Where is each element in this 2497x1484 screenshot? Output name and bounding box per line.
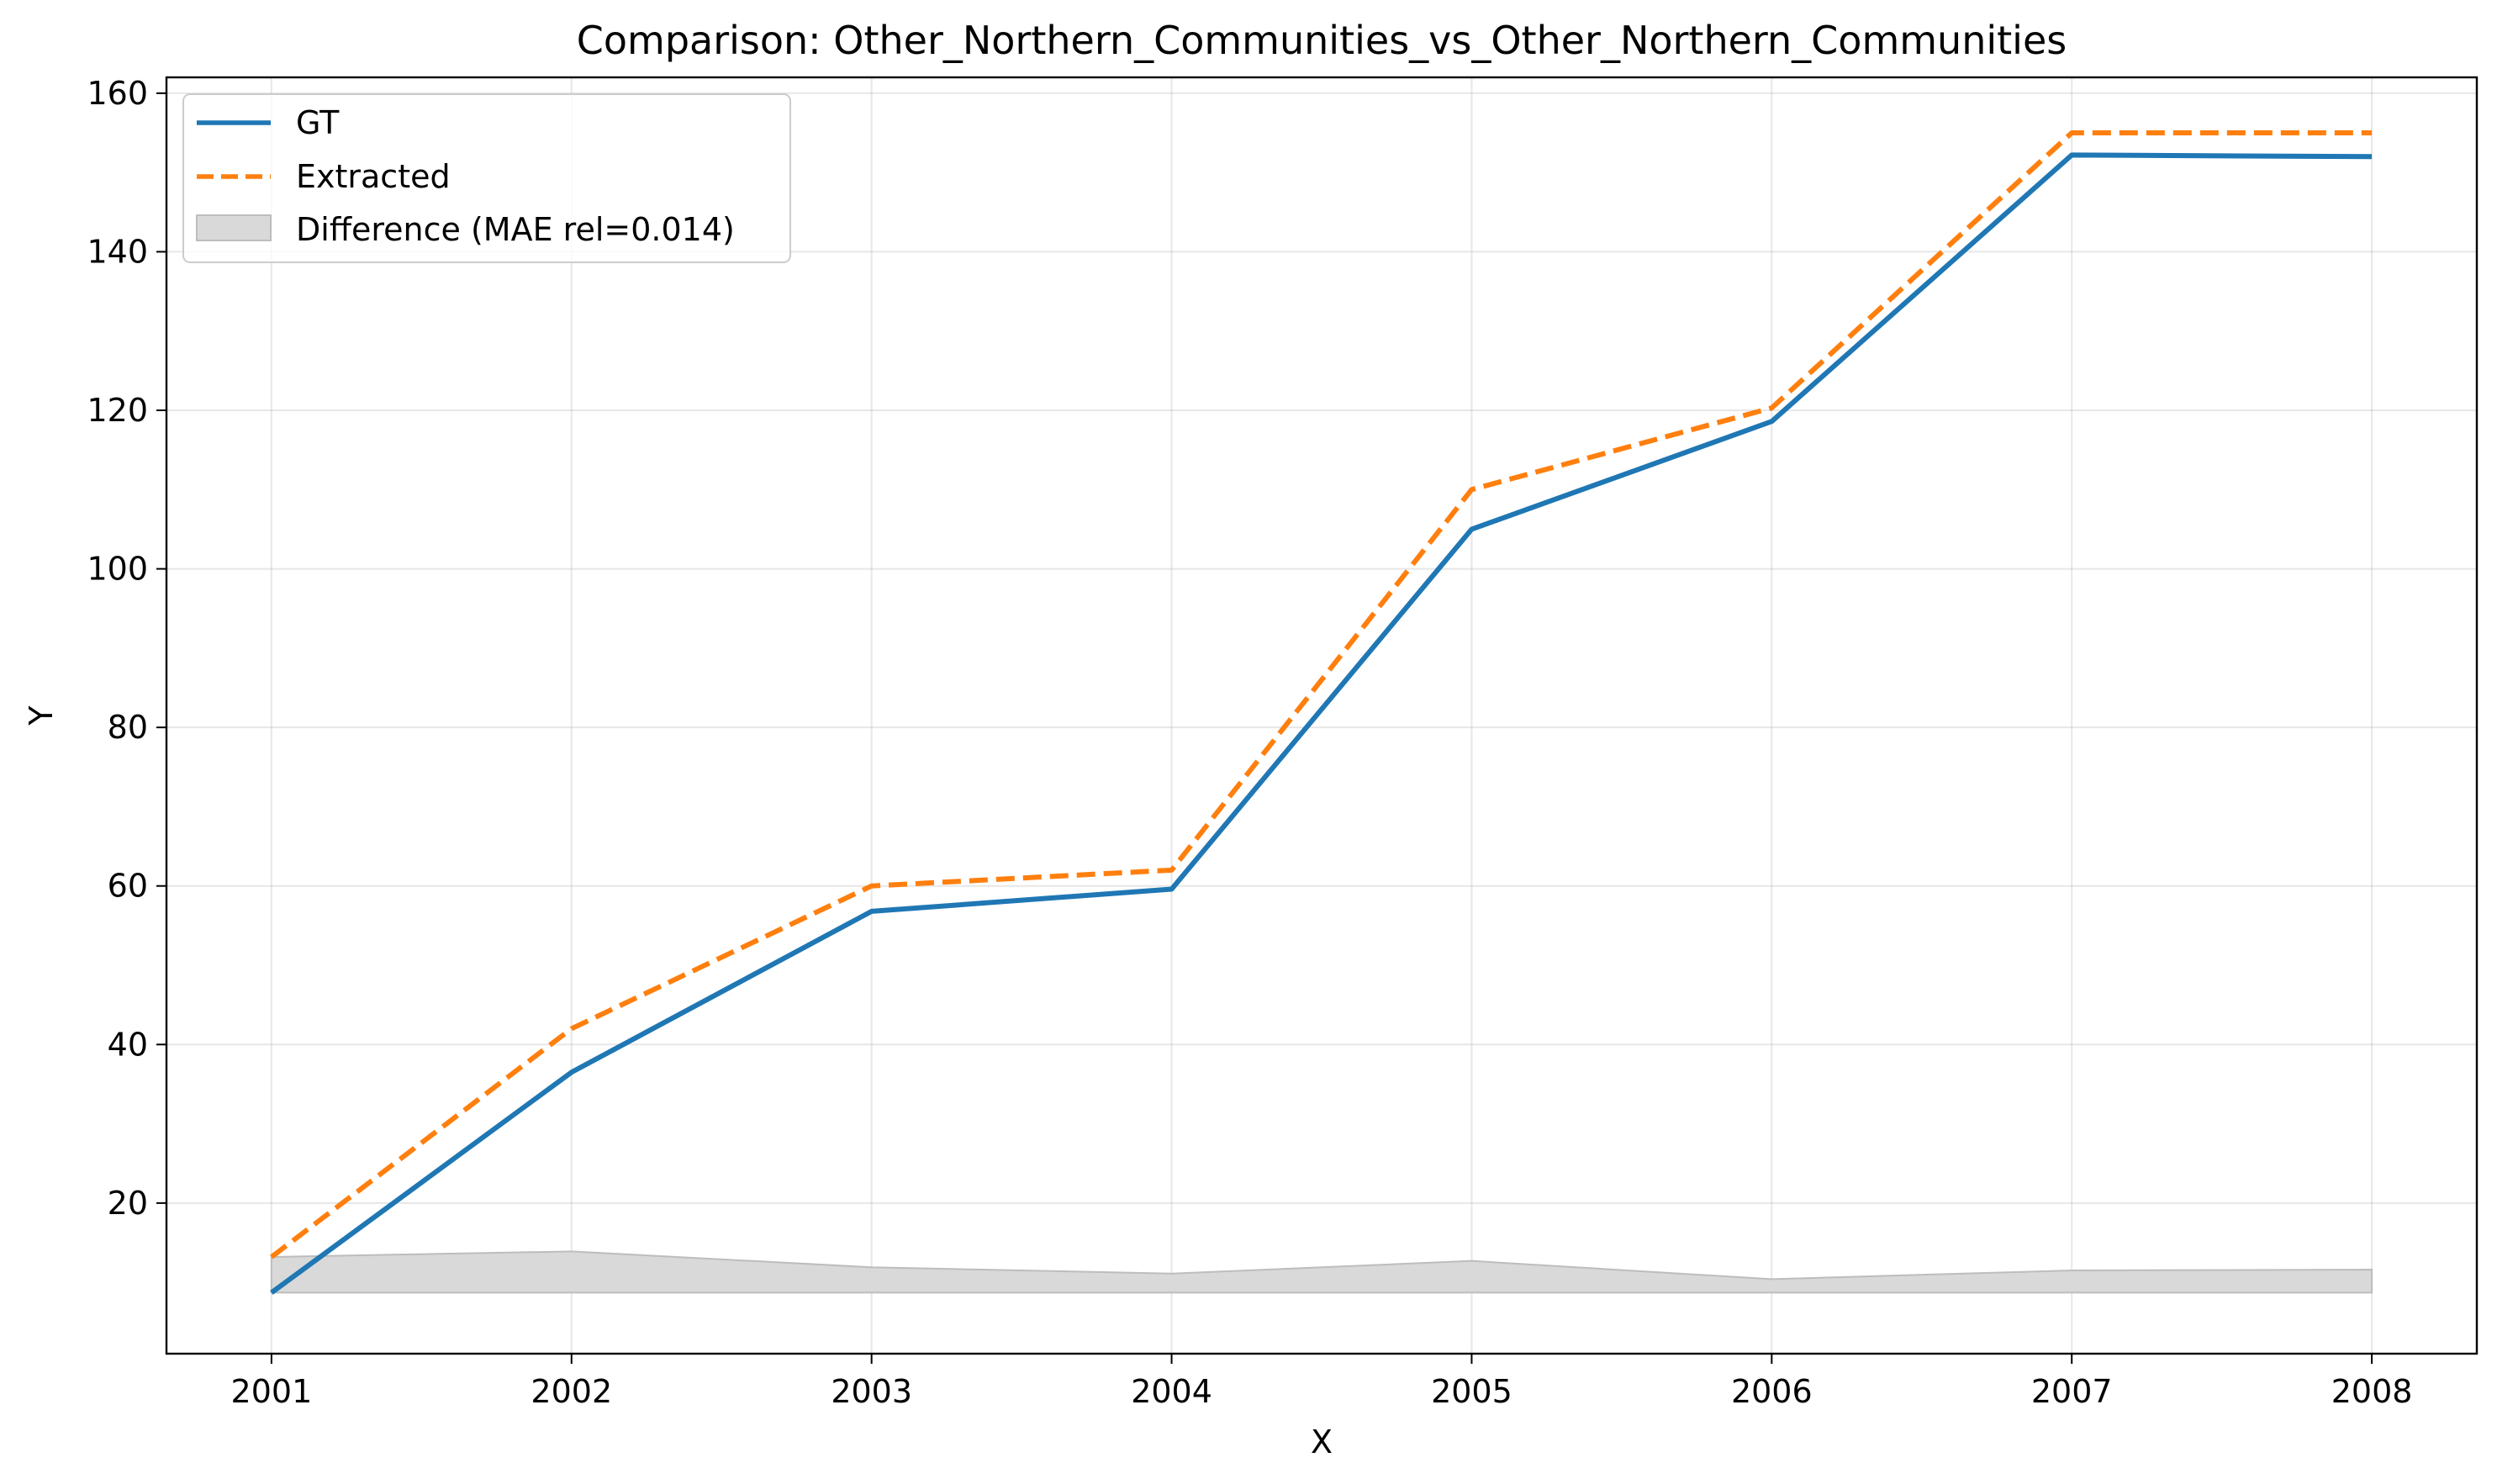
y-tick-label: 100	[87, 551, 148, 588]
y-tick-label: 20	[108, 1185, 148, 1222]
y-tick-label: 40	[108, 1026, 148, 1063]
y-tick-label: 160	[87, 75, 148, 112]
legend-difference-swatch	[196, 214, 272, 241]
plot-frame	[165, 76, 2479, 1355]
x-tick-label: 2008	[2331, 1373, 2413, 1410]
x-axis-title: X	[1311, 1423, 1333, 1460]
legend: GT Extracted Difference (MAE rel=0.014)	[182, 93, 791, 263]
legend-box	[182, 93, 791, 263]
y-tick-label: 140	[87, 233, 148, 270]
legend-difference-label: Difference (MAE rel=0.014)	[296, 211, 735, 248]
y-tick-label: 60	[108, 868, 148, 905]
series-lines-layer	[270, 130, 2373, 1295]
x-tick-label: 2001	[231, 1373, 313, 1410]
x-tick-label: 2003	[831, 1373, 912, 1410]
x-tick-label: 2006	[1731, 1373, 1813, 1410]
chart-title: Comparison: Other_Northern_Communities_v…	[577, 18, 2067, 63]
legend-extracted-label: Extracted	[296, 158, 451, 195]
axis-ticks: 2001 2002 2003 2004 2005 2006 2007 2008 20 40 60 80…	[87, 75, 2412, 1410]
y-axis-title: Y	[23, 705, 60, 726]
x-tick-label: 2002	[531, 1373, 612, 1410]
difference-area	[270, 1250, 2373, 1294]
series-line-gt	[270, 152, 2373, 1295]
difference-area-layer	[270, 1250, 2373, 1294]
legend-gt-label: GT	[296, 104, 340, 141]
y-tick-label: 120	[87, 392, 148, 429]
y-tick-label: 80	[108, 709, 148, 746]
x-tick-label: 2007	[2031, 1373, 2113, 1410]
x-tick-label: 2004	[1131, 1373, 1212, 1410]
x-tick-label: 2005	[1431, 1373, 1512, 1410]
grid-lines	[166, 77, 2477, 1354]
series-line-extracted	[270, 130, 2373, 1260]
